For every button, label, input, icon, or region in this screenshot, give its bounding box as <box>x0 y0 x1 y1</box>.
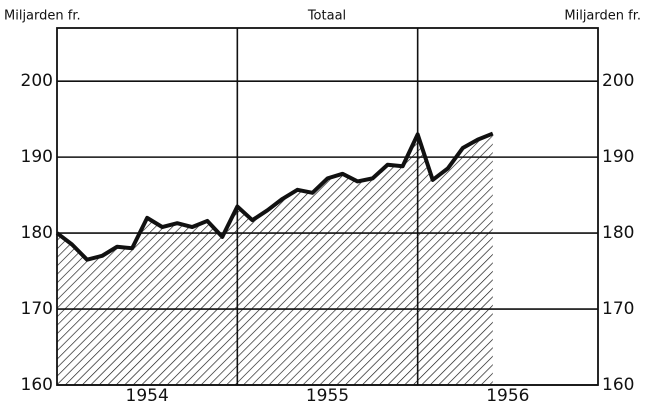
y-tick-label: 180 <box>21 223 53 243</box>
y-tick-label: 200 <box>21 71 53 91</box>
chart-title: Totaal <box>307 9 346 24</box>
y2-tick-label: 200 <box>602 71 634 91</box>
y-axis-label: Miljarden fr. <box>4 9 81 24</box>
line <box>55 131 494 262</box>
y2-tick-label: 170 <box>602 299 634 319</box>
y-tick-label: 160 <box>21 375 53 395</box>
x-tick-label: 1954 <box>126 386 169 406</box>
plot-frame <box>56 27 599 386</box>
area <box>57 133 493 385</box>
y-tick-label: 170 <box>21 299 53 319</box>
y2-tick-label: 190 <box>602 147 634 167</box>
y2-tick-label: 180 <box>602 223 634 243</box>
x-tick-label: 1955 <box>306 386 349 406</box>
y2-axis-label: Miljarden fr. <box>564 9 641 24</box>
x-tick-label: 1956 <box>486 386 529 406</box>
y-tick-label: 190 <box>21 147 53 167</box>
y2-tick-label: 160 <box>602 375 634 395</box>
